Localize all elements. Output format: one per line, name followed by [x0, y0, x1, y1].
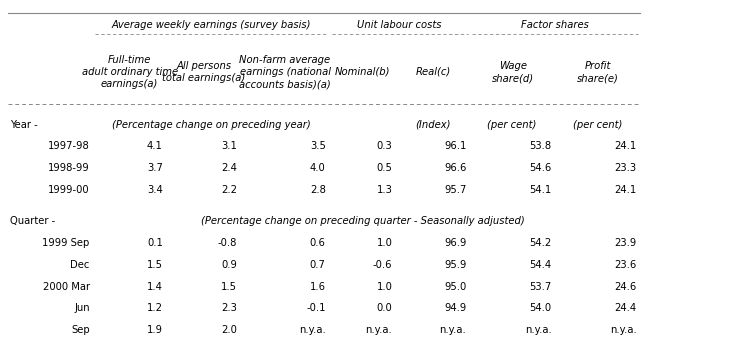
Text: 2.3: 2.3 [221, 303, 237, 313]
Text: 1.3: 1.3 [377, 185, 393, 195]
Text: 24.1: 24.1 [615, 141, 636, 151]
Text: Dec: Dec [70, 260, 90, 270]
Text: 1999 Sep: 1999 Sep [42, 238, 90, 248]
Text: 24.1: 24.1 [615, 185, 636, 195]
Text: 1.5: 1.5 [221, 282, 237, 292]
Text: 2.4: 2.4 [221, 163, 237, 173]
Text: Quarter -: Quarter - [10, 217, 55, 226]
Text: 2000 Mar: 2000 Mar [42, 282, 90, 292]
Text: 3.7: 3.7 [147, 163, 163, 173]
Text: 1.5: 1.5 [147, 260, 163, 270]
Text: Full-time
adult ordinary time
earnings(a): Full-time adult ordinary time earnings(a… [82, 55, 177, 89]
Text: 23.9: 23.9 [615, 238, 636, 248]
Text: -0.8: -0.8 [217, 238, 237, 248]
Text: Factor shares: Factor shares [521, 20, 589, 30]
Text: 96.1: 96.1 [444, 141, 467, 151]
Text: n.y.a.: n.y.a. [525, 325, 551, 335]
Text: 4.1: 4.1 [147, 141, 163, 151]
Text: Average weekly earnings (survey basis): Average weekly earnings (survey basis) [111, 20, 311, 30]
Text: Real(c): Real(c) [415, 67, 451, 77]
Text: 53.7: 53.7 [529, 282, 551, 292]
Text: 23.6: 23.6 [615, 260, 636, 270]
Text: 54.1: 54.1 [529, 185, 551, 195]
Text: (Percentage change on preceding year): (Percentage change on preceding year) [112, 120, 310, 130]
Text: n.y.a.: n.y.a. [610, 325, 636, 335]
Text: 0.0: 0.0 [377, 303, 393, 313]
Text: 1998-99: 1998-99 [48, 163, 90, 173]
Text: 54.6: 54.6 [529, 163, 551, 173]
Text: -0.1: -0.1 [307, 303, 325, 313]
Text: 23.3: 23.3 [615, 163, 636, 173]
Text: n.y.a.: n.y.a. [365, 325, 393, 335]
Text: 53.8: 53.8 [529, 141, 551, 151]
Text: 4.0: 4.0 [310, 163, 325, 173]
Text: 1.9: 1.9 [147, 325, 163, 335]
Text: 0.1: 0.1 [147, 238, 163, 248]
Text: 95.9: 95.9 [444, 260, 467, 270]
Text: 1999-00: 1999-00 [48, 185, 90, 195]
Text: (Index): (Index) [415, 120, 451, 130]
Text: 95.0: 95.0 [444, 282, 467, 292]
Text: 3.5: 3.5 [310, 141, 325, 151]
Text: 1.0: 1.0 [377, 282, 393, 292]
Text: Year -: Year - [10, 120, 38, 130]
Text: 94.9: 94.9 [444, 303, 467, 313]
Text: -0.6: -0.6 [373, 260, 393, 270]
Text: All persons
total earnings(a): All persons total earnings(a) [162, 61, 245, 83]
Text: 2.2: 2.2 [221, 185, 237, 195]
Text: 1.6: 1.6 [310, 282, 325, 292]
Text: 54.0: 54.0 [529, 303, 551, 313]
Text: 0.3: 0.3 [377, 141, 393, 151]
Text: 1.2: 1.2 [147, 303, 163, 313]
Text: 0.5: 0.5 [377, 163, 393, 173]
Text: 1997-98: 1997-98 [48, 141, 90, 151]
Text: 0.6: 0.6 [310, 238, 325, 248]
Text: Nominal(b): Nominal(b) [335, 67, 390, 77]
Text: (per cent): (per cent) [488, 120, 537, 130]
Text: 2.8: 2.8 [310, 185, 325, 195]
Text: 24.4: 24.4 [615, 303, 636, 313]
Text: 0.7: 0.7 [310, 260, 325, 270]
Text: 54.4: 54.4 [529, 260, 551, 270]
Text: 1.4: 1.4 [147, 282, 163, 292]
Text: Non-farm average
earnings (national
accounts basis)(a): Non-farm average earnings (national acco… [239, 55, 331, 89]
Text: 3.1: 3.1 [221, 141, 237, 151]
Text: 96.9: 96.9 [444, 238, 467, 248]
Text: 3.4: 3.4 [147, 185, 163, 195]
Text: (Percentage change on preceding quarter - Seasonally adjusted): (Percentage change on preceding quarter … [201, 217, 525, 226]
Text: 96.6: 96.6 [444, 163, 467, 173]
Text: Jun: Jun [74, 303, 90, 313]
Text: (per cent): (per cent) [572, 120, 622, 130]
Text: 1.0: 1.0 [377, 238, 393, 248]
Text: 95.7: 95.7 [444, 185, 467, 195]
Text: n.y.a.: n.y.a. [299, 325, 325, 335]
Text: 0.9: 0.9 [221, 260, 237, 270]
Text: Unit labour costs: Unit labour costs [357, 20, 442, 30]
Text: n.y.a.: n.y.a. [439, 325, 467, 335]
Text: Sep: Sep [71, 325, 90, 335]
Text: 2.0: 2.0 [221, 325, 237, 335]
Text: Wage
share(d): Wage share(d) [492, 61, 534, 83]
Text: 54.2: 54.2 [529, 238, 551, 248]
Text: Profit
share(e): Profit share(e) [577, 61, 618, 83]
Text: 24.6: 24.6 [615, 282, 636, 292]
